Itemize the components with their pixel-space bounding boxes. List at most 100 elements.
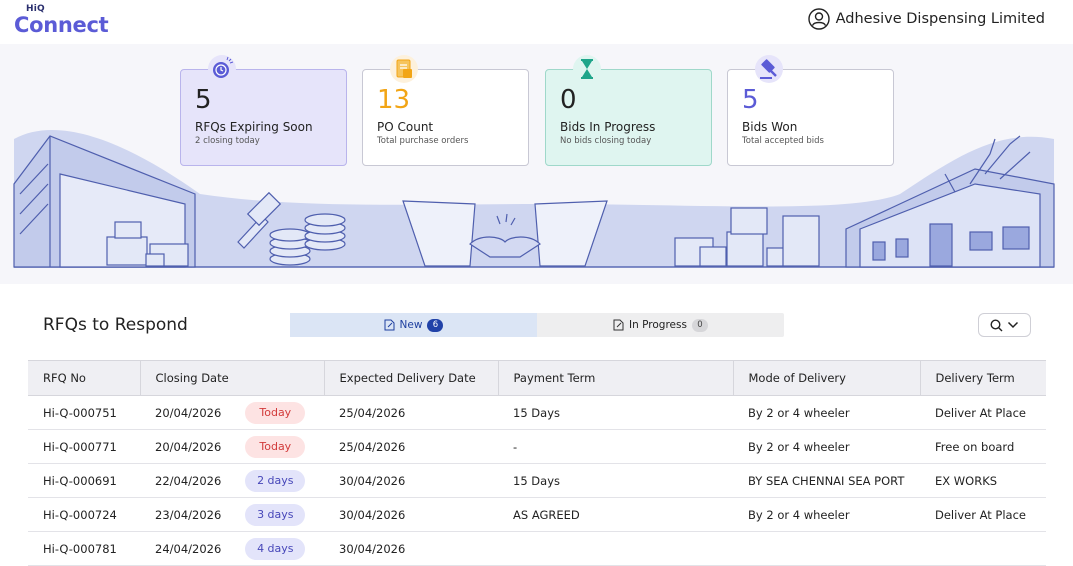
table-row[interactable]: Hi-Q-000771 20/04/2026 Today 25/04/2026 -… xyxy=(28,429,1046,464)
po-count-card[interactable]: 13 PO Count Total purchase orders xyxy=(362,55,529,166)
delivery-term-cell: Deliver At Place xyxy=(920,395,1046,430)
bids-in-progress-label: Bids In Progress xyxy=(560,120,656,134)
expected-delivery-cell: 30/04/2026 xyxy=(324,463,498,498)
gavel-illustration xyxy=(237,191,282,249)
mode-of-delivery-cell: By 2 or 4 wheeler xyxy=(733,497,920,532)
search-icon xyxy=(990,318,1003,331)
bids-in-progress-card[interactable]: 0 Bids In Progress No bids closing today xyxy=(545,55,712,166)
column-header-closing-date[interactable]: Closing Date xyxy=(140,360,325,396)
closing-status-badge: 3 days xyxy=(245,503,306,526)
closing-status-badge: 4 days xyxy=(245,537,306,560)
po-count-sub: Total purchase orders xyxy=(377,136,469,146)
rfq-table: RFQ No Closing Date Expected Delivery Da… xyxy=(28,360,1046,566)
payment-term-cell: 15 Days xyxy=(498,395,733,430)
boxes-left xyxy=(106,221,189,267)
column-header-mode-of-delivery[interactable]: Mode of Delivery xyxy=(733,360,921,396)
document-edit-icon xyxy=(613,319,624,331)
po-count-label: PO Count xyxy=(377,120,434,134)
closing-date-cell: 23/04/2026 3 days xyxy=(140,497,324,532)
chevron-down-icon xyxy=(1007,321,1019,329)
mode-of-delivery-cell: By 2 or 4 wheeler xyxy=(733,429,920,464)
rfqs-expiring-card[interactable]: 5 RFQs Expiring Soon 2 closing today xyxy=(180,55,347,166)
delivery-term-cell: EX WORKS xyxy=(920,463,1046,498)
bids-in-progress-value: 0 xyxy=(560,85,577,115)
coins-illustration xyxy=(269,213,346,266)
gavel-icon xyxy=(755,55,783,83)
document-icon xyxy=(390,55,418,83)
column-header-delivery-term[interactable]: Delivery Term xyxy=(920,360,1046,396)
bids-won-value: 5 xyxy=(742,85,759,115)
table-row[interactable]: Hi-Q-000691 22/04/2026 2 days 30/04/2026 … xyxy=(28,463,1046,498)
dashboard-hero: 5 RFQs Expiring Soon 2 closing today 13 … xyxy=(0,44,1073,284)
tab-in-progress[interactable]: In Progress 0 xyxy=(537,313,784,337)
bids-won-label: Bids Won xyxy=(742,120,798,134)
table-row[interactable]: Hi-Q-000751 20/04/2026 Today 25/04/2026 1… xyxy=(28,395,1046,430)
table-row[interactable]: Hi-Q-000724 23/04/2026 3 days 30/04/2026 … xyxy=(28,497,1046,532)
closing-date-cell: 22/04/2026 2 days xyxy=(140,463,324,498)
top-header: HiQ Connect Adhesive Dispensing Limited xyxy=(0,0,1073,44)
closing-date-cell: 24/04/2026 4 days xyxy=(140,531,324,566)
closing-status-badge: Today xyxy=(245,401,306,424)
clock-icon xyxy=(208,55,236,83)
tab-new-label: New xyxy=(399,319,423,331)
tab-in-progress-label: In Progress xyxy=(629,319,687,331)
closing-date: 24/04/2026 xyxy=(155,541,222,556)
closing-date: 23/04/2026 xyxy=(155,507,222,522)
rfq-no-cell: Hi-Q-000771 xyxy=(28,429,140,464)
bids-won-card[interactable]: 5 Bids Won Total accepted bids xyxy=(727,55,894,166)
closing-status-badge: 2 days xyxy=(245,469,306,492)
logo-hiq-text: HiQ xyxy=(26,4,45,14)
closing-date: 20/04/2026 xyxy=(155,405,222,420)
user-avatar-icon xyxy=(807,8,830,30)
rfqs-expiring-sub: 2 closing today xyxy=(195,136,260,146)
delivery-term-cell: Deliver At Place xyxy=(920,497,1046,532)
table-header-row: RFQ No Closing Date Expected Delivery Da… xyxy=(28,360,1046,396)
closing-date: 22/04/2026 xyxy=(155,473,222,488)
rfq-no-cell: Hi-Q-000781 xyxy=(28,531,140,566)
bids-in-progress-sub: No bids closing today xyxy=(560,136,652,146)
search-dropdown-button[interactable] xyxy=(978,313,1031,337)
rfqs-expiring-label: RFQs Expiring Soon xyxy=(195,120,313,134)
rfq-no-cell: Hi-Q-000724 xyxy=(28,497,140,532)
expected-delivery-cell: 30/04/2026 xyxy=(324,497,498,532)
rfq-no-cell: Hi-Q-000691 xyxy=(28,463,140,498)
bids-won-sub: Total accepted bids xyxy=(742,136,824,146)
rfqs-panel: RFQs to Respond New 6 In Progress 0 xyxy=(28,291,1046,566)
expected-delivery-cell: 30/04/2026 xyxy=(324,531,498,566)
payment-term-cell: - xyxy=(498,429,733,464)
tab-in-progress-count: 0 xyxy=(691,318,708,332)
hero-illustration xyxy=(13,130,1055,268)
hourglass-icon xyxy=(573,55,601,83)
factory-illustration xyxy=(845,135,1055,268)
handshake-illustration xyxy=(402,200,608,267)
payment-term-cell: AS AGREED xyxy=(498,497,733,532)
table-row[interactable]: Hi-Q-000781 24/04/2026 4 days 30/04/2026 xyxy=(28,531,1046,566)
panel-title: RFQs to Respond xyxy=(43,315,188,335)
expected-delivery-cell: 25/04/2026 xyxy=(324,395,498,430)
app-logo[interactable]: HiQ Connect xyxy=(14,4,109,37)
tab-new[interactable]: New 6 xyxy=(290,313,537,337)
delivery-term-cell: Free on board xyxy=(920,429,1046,464)
mode-of-delivery-cell xyxy=(733,531,920,566)
column-header-expected-delivery[interactable]: Expected Delivery Date xyxy=(324,360,499,396)
rfqs-expiring-value: 5 xyxy=(195,85,212,115)
mode-of-delivery-cell: BY SEA CHENNAI SEA PORT xyxy=(733,463,920,498)
company-account[interactable]: Adhesive Dispensing Limited xyxy=(807,8,1045,30)
company-name: Adhesive Dispensing Limited xyxy=(835,11,1045,27)
closing-status-badge: Today xyxy=(245,435,306,458)
mode-of-delivery-cell: By 2 or 4 wheeler xyxy=(733,395,920,430)
expected-delivery-cell: 25/04/2026 xyxy=(324,429,498,464)
document-edit-icon xyxy=(384,319,395,331)
rfq-no-cell: Hi-Q-000751 xyxy=(28,395,140,430)
payment-term-cell xyxy=(498,531,733,566)
rfq-tabs: New 6 In Progress 0 xyxy=(290,313,784,337)
closing-date-cell: 20/04/2026 Today xyxy=(140,429,324,464)
column-header-payment-term[interactable]: Payment Term xyxy=(498,360,734,396)
tab-new-count: 6 xyxy=(427,318,444,332)
delivery-term-cell xyxy=(920,531,1046,566)
po-count-value: 13 xyxy=(377,85,411,115)
column-header-rfq-no[interactable]: RFQ No xyxy=(28,360,141,396)
logo-connect-text: Connect xyxy=(14,13,109,37)
closing-date-cell: 20/04/2026 Today xyxy=(140,395,324,430)
boxes-right xyxy=(674,207,820,267)
